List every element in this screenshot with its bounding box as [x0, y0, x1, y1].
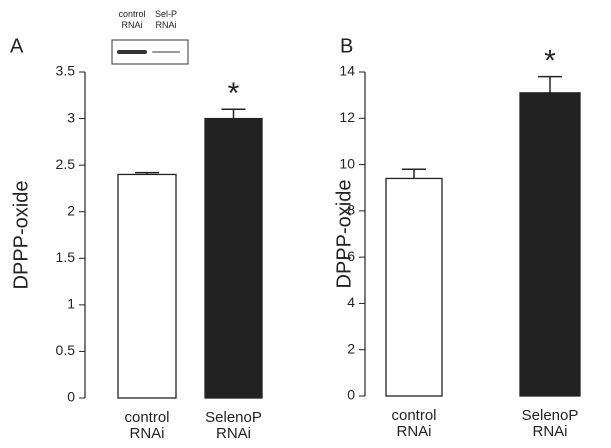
y-tick-label: 2 — [67, 202, 75, 218]
y-tick-label: 0 — [347, 387, 355, 403]
label-line: RNAi — [216, 425, 251, 442]
y-tick-label: 0.5 — [56, 342, 76, 358]
significance-marker: * — [228, 77, 240, 110]
label-line: Sel-P — [155, 9, 177, 19]
y-axis-label: DPPP-oxide — [333, 180, 355, 289]
panel-label: A — [10, 35, 24, 57]
y-tick-label: 12 — [339, 109, 355, 125]
figure: ADPPP-oxide00.511.522.533.5controlRNAiSe… — [0, 0, 611, 448]
label-line: RNAi — [532, 423, 567, 440]
label-line: RNAi — [155, 20, 176, 30]
significance-marker: * — [544, 45, 556, 78]
label-line: SelenoP — [205, 409, 262, 426]
bar — [118, 174, 176, 398]
y-tick-label: 2.5 — [56, 156, 76, 172]
y-tick-label: 1.5 — [56, 249, 76, 265]
y-tick-label: 0 — [67, 389, 75, 405]
label-line: SelenoP — [522, 407, 579, 424]
y-tick-label: 2 — [347, 340, 355, 356]
bar — [520, 93, 580, 396]
y-tick-label: 3 — [67, 109, 75, 125]
panel-label: B — [340, 35, 353, 57]
label-line: control — [391, 407, 436, 424]
label-line: RNAi — [121, 20, 142, 30]
y-tick-label: 4 — [347, 294, 355, 310]
y-tick-label: 6 — [347, 248, 355, 264]
y-tick-label: 3.5 — [56, 63, 76, 79]
y-axis-label: DPPP-oxide — [10, 181, 32, 290]
bar — [205, 119, 262, 398]
blot-band — [152, 51, 180, 53]
label-line: RNAi — [129, 425, 164, 442]
y-tick-label: 1 — [67, 296, 75, 312]
y-tick-label: 10 — [339, 155, 355, 171]
blot-band — [117, 50, 147, 54]
y-tick-label: 8 — [347, 202, 355, 218]
label-line: RNAi — [396, 423, 431, 440]
label-line: control — [124, 409, 169, 426]
label-line: control — [118, 9, 145, 19]
bar — [386, 178, 442, 396]
y-tick-label: 14 — [339, 63, 355, 79]
